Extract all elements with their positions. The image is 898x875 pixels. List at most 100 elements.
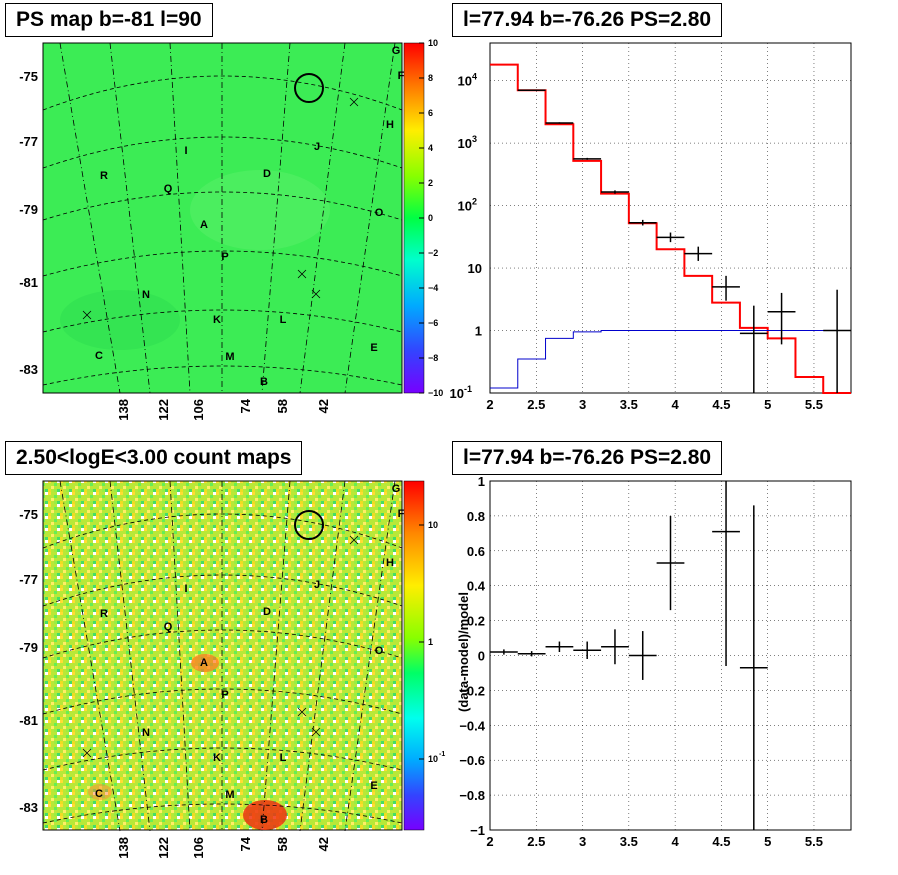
source-label-B: B — [260, 376, 268, 388]
ps-map-source-labels: G F H J I D R Q O A P N K L C M E B — [95, 45, 405, 388]
map-x-tick: 74 — [238, 398, 253, 413]
map-x-tick: 106 — [191, 837, 206, 859]
residual-y-tick: 0.8 — [467, 509, 485, 524]
count-map-source-circle — [294, 510, 324, 540]
source-label-R: R — [100, 608, 108, 620]
count-map-image — [42, 480, 403, 831]
spectrum-y-tick: 102 — [458, 197, 477, 214]
ps-map-source-circle — [294, 73, 324, 103]
spectrum-frame — [489, 42, 852, 394]
map-x-tick: 122 — [156, 399, 171, 421]
source-marker — [297, 269, 307, 279]
source-label-R: R — [100, 170, 108, 182]
spectrum-x-tick: 2.5 — [527, 397, 545, 412]
spectrum-x-tick: 4 — [672, 397, 680, 412]
residual-y-tick: −0.6 — [459, 753, 485, 768]
residual-y-tick: 0.2 — [467, 614, 485, 629]
map-x-tick: 138 — [116, 837, 131, 859]
map-x-tick: 106 — [191, 399, 206, 421]
source-label-N: N — [142, 727, 150, 739]
map-y-tick: -77 — [19, 572, 38, 587]
source-label-H: H — [386, 119, 394, 131]
source-label-L: L — [280, 752, 287, 764]
count-cb-tick-10: 10 — [428, 520, 438, 530]
spectrum-title: l=77.94 b=-76.26 PS=2.80 — [452, 3, 723, 37]
source-label-P: P — [221, 251, 228, 263]
source-label-K: K — [213, 314, 221, 326]
residual-x-tick: 3.5 — [620, 834, 638, 849]
residual-y-axis-label: (data-model)/model — [456, 592, 471, 712]
source-marker — [311, 727, 321, 737]
spectrum-x-tick: 3 — [579, 397, 586, 412]
spectrum-x-tick: 3.5 — [620, 397, 638, 412]
count-map-hotspot — [88, 784, 112, 800]
lon-gridline — [59, 42, 121, 394]
source-label-C: C — [95, 350, 103, 362]
map-y-tick: -83 — [19, 362, 38, 377]
residual-title: l=77.94 b=-76.26 PS=2.80 — [452, 441, 723, 475]
ps-map-y-ticks: -75 -77 -79 -81 -83 — [19, 69, 38, 377]
residual-y-tick: 1 — [478, 474, 485, 489]
source-label-D: D — [263, 168, 271, 180]
source-label-Q: Q — [164, 621, 173, 633]
source-label-A: A — [200, 219, 208, 231]
source-label-L: L — [280, 314, 287, 326]
residual-x-tick: 2.5 — [527, 834, 545, 849]
spectrum-y-tick: 10 — [468, 261, 482, 276]
source-label-A: A — [200, 657, 208, 669]
spectrum-y-tick: 10-1 — [450, 384, 472, 401]
source-marker — [82, 310, 92, 320]
ps-cb-tick-label: 0 — [428, 213, 433, 223]
source-marker — [82, 748, 92, 758]
source-label-O: O — [375, 207, 384, 219]
lat-gridline — [42, 75, 403, 111]
lon-gridline — [59, 480, 121, 832]
ps-cb-tick-label: −4 — [428, 283, 438, 293]
map-x-tick: 138 — [116, 399, 131, 421]
spectrum-y-tick: 104 — [458, 72, 477, 89]
spectrum-model-blue — [490, 330, 851, 389]
source-marker — [349, 97, 359, 107]
spectrum-y-tick: 1 — [475, 324, 482, 339]
spectrum-x-tick: 4.5 — [712, 397, 730, 412]
source-marker — [311, 289, 321, 299]
map-y-tick: -77 — [19, 134, 38, 149]
source-marker — [349, 535, 359, 545]
map-y-tick: -83 — [19, 800, 38, 815]
source-label-B: B — [260, 814, 268, 826]
residual-y-tick: −1 — [470, 823, 485, 838]
source-label-H: H — [386, 557, 394, 569]
source-label-Q: Q — [164, 183, 173, 195]
ps-cb-tick-label: 10 — [428, 38, 438, 48]
residual-x-tick: 4 — [672, 834, 680, 849]
spectrum-y-tick: 103 — [458, 134, 477, 151]
residual-x-tick: 4.5 — [712, 834, 730, 849]
source-label-N: N — [142, 289, 150, 301]
ps-map-grid — [42, 42, 403, 394]
residual-x-tick: 2 — [486, 834, 493, 849]
map-y-tick: -75 — [19, 507, 38, 522]
count-colorbar — [403, 480, 425, 831]
count-map-grid — [42, 480, 403, 832]
count-map-hotspot — [243, 800, 287, 830]
ps-cb-tick-label: 2 — [428, 178, 433, 188]
lat-gridline — [42, 250, 403, 277]
ps-map-texture — [60, 290, 180, 350]
source-label-I: I — [184, 583, 187, 595]
source-label-G: G — [392, 483, 401, 495]
ps-map-panel: G F H J I D R Q O A P N K L C M E B -75 -77 -79 -81 -83 138 12… — [19, 38, 443, 421]
map-x-tick: 58 — [275, 399, 290, 413]
residual-x-tick: 5 — [764, 834, 771, 849]
count-map-title: 2.50<logE<3.00 count maps — [5, 441, 303, 475]
ps-cb-tick-label: 6 — [428, 108, 433, 118]
source-label-D: D — [263, 606, 271, 618]
ps-map-title: PS map b=-81 l=90 — [5, 3, 213, 37]
count-cb-tick-exp: -1 — [439, 751, 445, 758]
source-label-G: G — [392, 45, 401, 57]
source-label-F: F — [398, 70, 405, 82]
residual-x-tick: 5.5 — [805, 834, 823, 849]
count-map-panel: G F H J I D R Q O A P N K L C M E B -75 -77 -79 -81 -83 138 12… — [19, 480, 445, 859]
source-label-I: I — [184, 145, 187, 157]
source-label-K: K — [213, 752, 221, 764]
